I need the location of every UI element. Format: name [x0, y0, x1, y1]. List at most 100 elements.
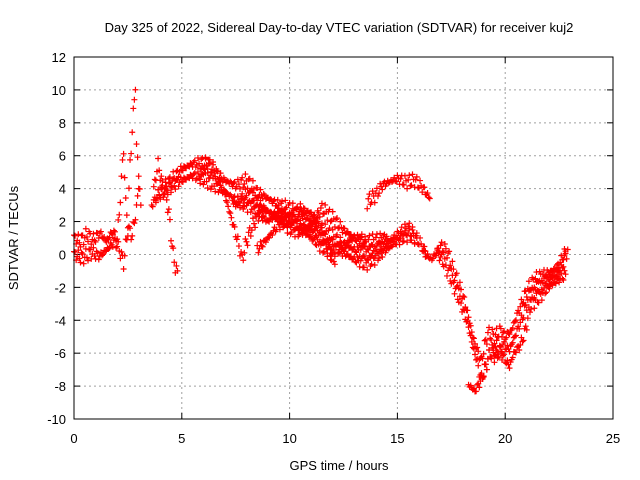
data-point — [158, 173, 165, 180]
y-tick-label: -6 — [54, 346, 66, 361]
data-point — [315, 220, 322, 227]
data-point — [274, 196, 281, 203]
data-point — [80, 260, 87, 267]
data-point — [382, 236, 389, 243]
data-point — [191, 157, 198, 164]
data-point — [196, 160, 203, 167]
data-point — [506, 365, 513, 372]
data-point — [255, 249, 262, 256]
data-point — [282, 211, 289, 218]
data-point — [408, 237, 415, 244]
data-point — [251, 220, 258, 227]
data-point — [447, 277, 454, 284]
data-point — [235, 181, 242, 188]
data-point — [294, 203, 301, 210]
data-point — [484, 329, 491, 336]
data-point — [553, 276, 560, 283]
data-point — [525, 278, 532, 285]
data-point — [254, 194, 261, 201]
data-point — [441, 255, 448, 262]
data-point — [235, 243, 242, 250]
data-point — [378, 183, 385, 190]
data-point — [352, 248, 359, 255]
data-point — [367, 253, 374, 260]
data-point — [563, 255, 570, 262]
data-point — [166, 174, 173, 181]
data-point — [425, 194, 432, 201]
data-point — [373, 185, 380, 192]
data-point — [326, 234, 333, 241]
data-point — [256, 245, 263, 252]
data-point — [377, 246, 384, 253]
data-point — [245, 229, 252, 236]
data-point — [376, 190, 383, 197]
x-tick-label: 15 — [390, 431, 404, 446]
data-point — [257, 238, 264, 245]
data-point — [165, 206, 172, 213]
data-point — [155, 186, 162, 193]
data-point — [113, 244, 120, 251]
data-point — [118, 173, 125, 180]
data-point — [546, 285, 553, 292]
data-point — [220, 187, 227, 194]
data-point — [326, 225, 333, 232]
data-point — [494, 355, 501, 362]
data-point — [118, 248, 125, 255]
data-point — [465, 324, 472, 331]
data-point — [275, 221, 282, 228]
data-point — [366, 232, 373, 239]
data-point — [242, 171, 249, 178]
data-point — [316, 248, 323, 255]
data-point — [203, 178, 210, 185]
data-point — [196, 173, 203, 180]
data-point — [369, 250, 376, 257]
data-point — [517, 341, 524, 348]
y-tick-label: 0 — [59, 247, 66, 262]
data-point — [498, 356, 505, 363]
data-point — [293, 218, 300, 225]
data-point — [239, 190, 246, 197]
data-point — [461, 294, 468, 301]
data-point — [97, 228, 104, 235]
data-point — [498, 333, 505, 340]
data-point — [493, 337, 500, 344]
data-point — [461, 307, 468, 314]
data-point — [562, 250, 569, 257]
data-point — [560, 256, 567, 263]
data-point — [257, 197, 264, 204]
data-point — [252, 224, 259, 231]
data-point — [421, 184, 428, 191]
data-point — [397, 175, 404, 182]
data-point — [130, 105, 137, 112]
data-point — [254, 184, 261, 191]
data-point — [158, 185, 165, 192]
data-point — [285, 212, 292, 219]
data-point — [331, 223, 338, 230]
data-point — [512, 317, 519, 324]
data-point — [465, 314, 472, 321]
data-point — [72, 249, 79, 256]
data-point — [369, 188, 376, 195]
x-tick-label: 0 — [70, 431, 77, 446]
data-point — [122, 236, 129, 243]
x-tick-label: 5 — [178, 431, 185, 446]
data-point — [362, 236, 369, 243]
data-point — [317, 205, 324, 212]
data-point — [365, 257, 372, 264]
data-point — [241, 196, 248, 203]
data-point — [252, 203, 259, 210]
data-point — [411, 240, 418, 247]
data-point — [199, 154, 206, 161]
data-point — [237, 202, 244, 209]
data-point — [560, 263, 567, 270]
data-point — [90, 230, 97, 237]
data-point — [241, 249, 248, 256]
data-point — [371, 262, 378, 269]
data-point — [522, 323, 529, 330]
data-point — [438, 239, 445, 246]
data-point — [233, 236, 240, 243]
data-point — [286, 209, 293, 216]
data-point — [434, 246, 441, 253]
data-point — [214, 168, 221, 175]
data-point — [450, 279, 457, 286]
